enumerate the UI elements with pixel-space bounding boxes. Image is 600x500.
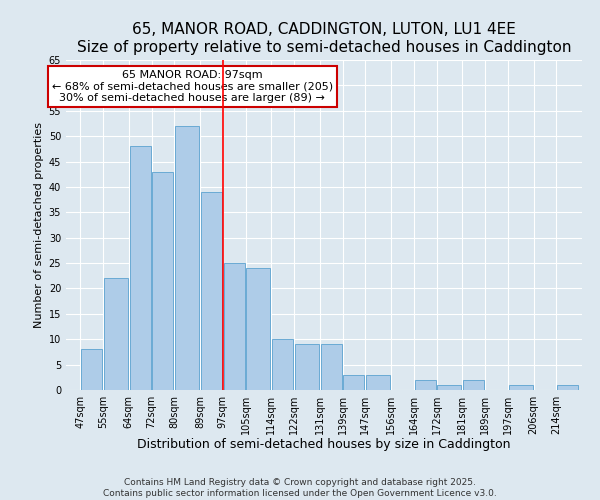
Bar bbox=[175, 126, 199, 390]
Y-axis label: Number of semi-detached properties: Number of semi-detached properties bbox=[34, 122, 44, 328]
Bar bbox=[81, 350, 102, 390]
Bar bbox=[130, 146, 151, 390]
Bar bbox=[415, 380, 436, 390]
Title: 65, MANOR ROAD, CADDINGTON, LUTON, LU1 4EE
Size of property relative to semi-det: 65, MANOR ROAD, CADDINGTON, LUTON, LU1 4… bbox=[77, 22, 571, 54]
Text: Contains HM Land Registry data © Crown copyright and database right 2025.
Contai: Contains HM Land Registry data © Crown c… bbox=[103, 478, 497, 498]
Bar bbox=[366, 375, 390, 390]
Bar bbox=[343, 375, 364, 390]
Bar bbox=[272, 339, 293, 390]
Bar bbox=[104, 278, 128, 390]
Bar bbox=[557, 385, 578, 390]
Text: 65 MANOR ROAD: 97sqm
← 68% of semi-detached houses are smaller (205)
30% of semi: 65 MANOR ROAD: 97sqm ← 68% of semi-detac… bbox=[52, 70, 333, 103]
Bar bbox=[295, 344, 319, 390]
Bar bbox=[463, 380, 484, 390]
Bar bbox=[247, 268, 271, 390]
Bar bbox=[224, 263, 245, 390]
Bar bbox=[152, 172, 173, 390]
X-axis label: Distribution of semi-detached houses by size in Caddington: Distribution of semi-detached houses by … bbox=[137, 438, 511, 452]
Bar bbox=[201, 192, 222, 390]
Bar bbox=[320, 344, 341, 390]
Bar bbox=[509, 385, 533, 390]
Bar bbox=[437, 385, 461, 390]
